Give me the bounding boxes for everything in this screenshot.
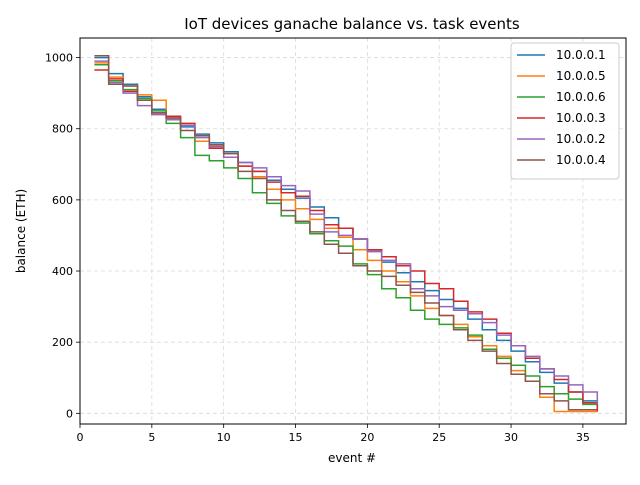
y-axis-label: balance (ETH) xyxy=(14,189,28,273)
legend-label: 10.0.0.6 xyxy=(556,90,606,104)
x-tick-label: 15 xyxy=(289,431,303,444)
y-tick-label: 0 xyxy=(66,407,73,420)
legend-label: 10.0.0.3 xyxy=(556,111,606,125)
x-tick-label: 5 xyxy=(148,431,155,444)
y-tick-label: 600 xyxy=(52,194,73,207)
legend-label: 10.0.0.5 xyxy=(556,69,606,83)
x-tick-label: 20 xyxy=(360,431,374,444)
y-tick-label: 1000 xyxy=(45,52,73,65)
series-lines xyxy=(94,55,599,413)
legend-label: 10.0.0.1 xyxy=(556,48,606,62)
plot-frame xyxy=(79,37,627,425)
legend-label: 10.0.0.4 xyxy=(556,153,606,167)
x-axis-label: event # xyxy=(328,451,376,465)
chart-title: IoT devices ganache balance vs. task eve… xyxy=(184,15,520,33)
grid-lines xyxy=(79,38,626,424)
x-tick-label: 25 xyxy=(432,431,446,444)
y-tick-label: 400 xyxy=(52,265,73,278)
x-tick-label: 10 xyxy=(217,431,231,444)
legend-label: 10.0.0.2 xyxy=(556,132,606,146)
series-line-6 xyxy=(94,55,598,411)
x-tick-label: 30 xyxy=(504,431,518,444)
y-tick-label: 200 xyxy=(52,336,73,349)
legend-box xyxy=(510,42,620,180)
x-tick-label: 0 xyxy=(77,431,84,444)
axis-ticks: 0 5 10 15 20 25 30 35 0 200 400 600 800 1000 xyxy=(45,52,590,444)
legend: 10.0.0.1 10.0.0.5 10.0.0.6 10.0.0.3 10.0.0.2… xyxy=(510,42,620,180)
y-tick-label: 800 xyxy=(52,123,73,136)
x-tick-label: 35 xyxy=(576,431,590,444)
series-line-3 xyxy=(94,63,599,408)
